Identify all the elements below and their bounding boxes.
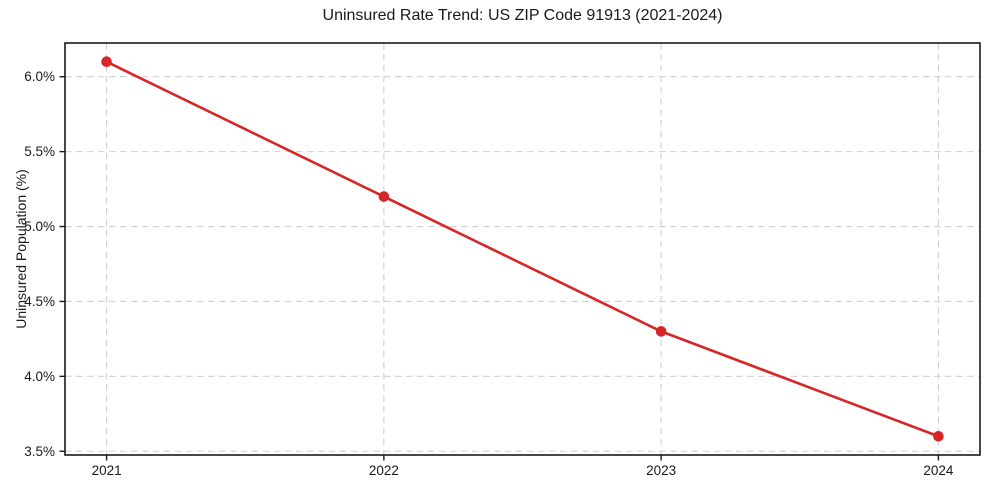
data-point-2021 <box>101 56 112 68</box>
y-tick-label: 5.0% <box>24 219 55 234</box>
data-point-2022 <box>378 191 390 202</box>
y-tick-label: 4.5% <box>24 294 55 309</box>
x-tick-label: 2022 <box>369 463 399 478</box>
data-point-2024 <box>933 430 944 442</box>
chart-title: Uninsured Rate Trend: US ZIP Code 91913 … <box>322 7 723 24</box>
y-tick-label: 3.5% <box>24 444 55 459</box>
y-tick-label: 5.5% <box>24 144 55 159</box>
x-tick-label: 2021 <box>92 463 122 478</box>
x-tick-label: 2024 <box>923 463 954 478</box>
y-tick-label: 6.0% <box>24 69 55 84</box>
plot-border <box>64 42 981 456</box>
trend-line <box>105 60 940 438</box>
x-tick-label: 2023 <box>646 463 676 478</box>
data-point-2023 <box>655 326 667 337</box>
y-tick-label: 4.0% <box>24 369 55 384</box>
